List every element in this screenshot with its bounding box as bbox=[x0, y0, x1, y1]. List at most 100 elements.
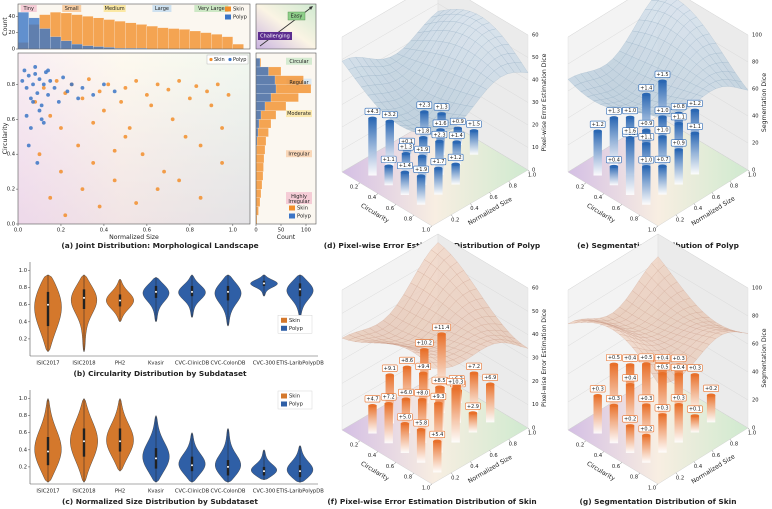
cylinder-body bbox=[400, 172, 410, 195]
value-label: +1.0 bbox=[656, 128, 668, 134]
y-tick bbox=[470, 203, 473, 206]
scatter-point bbox=[41, 120, 46, 125]
value-label: +0.4 bbox=[624, 356, 636, 362]
y-tick bbox=[451, 214, 453, 217]
panel-caption: (g) Segmentation Distribution of Skin bbox=[580, 497, 737, 506]
cylinder-bar bbox=[433, 439, 442, 473]
scatter-point bbox=[102, 108, 106, 113]
value-label: +6.9 bbox=[484, 375, 496, 381]
cylinder-top bbox=[609, 116, 619, 120]
violin-median bbox=[299, 288, 301, 291]
value-label: +7.2 bbox=[383, 395, 395, 401]
legend-swatch bbox=[281, 325, 287, 331]
cylinder-body bbox=[368, 405, 377, 434]
value-label: +1.8 bbox=[417, 129, 429, 135]
cylinder-top bbox=[642, 362, 651, 366]
z-tick-label: 0 bbox=[752, 426, 755, 432]
x-tick-label: 0.8 bbox=[186, 228, 194, 234]
violin-median bbox=[227, 465, 229, 468]
scatter-point bbox=[97, 89, 102, 94]
legend-swatch bbox=[225, 14, 231, 20]
violin-box bbox=[46, 291, 50, 327]
violin-median bbox=[119, 440, 121, 443]
cylinder-body bbox=[384, 403, 393, 444]
x-tick-label: 0.2 bbox=[57, 228, 65, 234]
value-label-box bbox=[430, 158, 447, 166]
cylinder-body bbox=[690, 374, 700, 413]
value-label: +10.2 bbox=[417, 341, 432, 347]
cylinder-body bbox=[625, 137, 635, 195]
cylinder-body bbox=[658, 414, 667, 453]
value-label-box bbox=[654, 70, 671, 78]
cylinder-top bbox=[433, 439, 442, 443]
y-tick-label: 0.4 bbox=[7, 152, 16, 158]
cylinder-bar bbox=[642, 142, 651, 185]
value-label-box bbox=[670, 354, 687, 362]
cylinder-body bbox=[690, 133, 700, 175]
value-label: +4.7 bbox=[366, 396, 378, 402]
value-label-box bbox=[670, 394, 687, 402]
scatter-point bbox=[24, 85, 29, 90]
histogram-bar bbox=[255, 197, 261, 207]
value-label: +1.4 bbox=[399, 163, 411, 169]
y-tick bbox=[747, 427, 750, 431]
cylinder-top bbox=[690, 108, 700, 112]
cylinder-bar bbox=[452, 140, 461, 165]
value-label: +0.2 bbox=[624, 417, 636, 423]
legend-label: Skin bbox=[289, 318, 300, 324]
cylinder-bar bbox=[625, 424, 635, 453]
value-label: +0.2 bbox=[705, 386, 717, 392]
y-tick-label: 0.6 bbox=[712, 453, 720, 459]
scatter-point bbox=[48, 79, 53, 83]
cylinder-bar bbox=[593, 129, 602, 176]
value-label-box bbox=[687, 99, 703, 107]
scatter-point bbox=[26, 143, 31, 148]
value-label: +5.4 bbox=[431, 432, 443, 438]
z-tick-label: 60 bbox=[532, 33, 539, 39]
cylinder-top bbox=[690, 131, 700, 135]
cylinder-body bbox=[452, 142, 461, 165]
cylinder-top bbox=[420, 110, 429, 114]
legend-swatch bbox=[281, 317, 287, 323]
value-label: +5.0 bbox=[399, 415, 411, 421]
value-label-box bbox=[687, 122, 703, 130]
cylinder-top bbox=[385, 373, 394, 377]
cylinder-bar bbox=[625, 383, 635, 434]
legend-label: Polyp bbox=[297, 214, 312, 220]
scatter-point bbox=[20, 79, 25, 83]
z-tick-label: 0 bbox=[532, 426, 535, 432]
panel-caption: (a) Joint Distribution: Morphological La… bbox=[61, 241, 258, 250]
value-label-box bbox=[638, 394, 655, 402]
legend-swatch bbox=[289, 213, 295, 219]
z-tick-label: 40 bbox=[752, 114, 759, 120]
size-band-label: Large bbox=[155, 6, 169, 12]
x-tick bbox=[357, 182, 361, 185]
cylinder-bar bbox=[674, 403, 683, 443]
legend-label: Skin bbox=[289, 394, 300, 400]
cylinder-top bbox=[625, 383, 635, 387]
x-tick bbox=[601, 193, 605, 196]
legend-label: Skin bbox=[233, 7, 244, 13]
value-label: +1.0 bbox=[624, 108, 636, 114]
x-tick-label: Kvasir bbox=[148, 489, 165, 495]
violin-box bbox=[226, 285, 230, 301]
z-tick-label: 100 bbox=[752, 33, 762, 39]
cylinder-top bbox=[609, 403, 619, 407]
scatter-point bbox=[162, 169, 166, 174]
cylinder-top bbox=[593, 394, 602, 398]
cylinder-top bbox=[658, 413, 667, 417]
cylinder-top bbox=[609, 164, 619, 169]
scatter-point bbox=[24, 113, 29, 118]
x-axis-label: Normalized Size bbox=[109, 234, 159, 241]
grid-line bbox=[567, 0, 749, 38]
cylinder-top bbox=[706, 393, 716, 397]
value-label-box bbox=[606, 107, 622, 115]
value-label-box bbox=[433, 103, 450, 111]
cylinder-top bbox=[416, 174, 426, 178]
value-label: +1.4 bbox=[451, 133, 463, 139]
histogram-bar bbox=[71, 14, 83, 50]
histogram-bar bbox=[200, 32, 212, 50]
scatter-point bbox=[80, 187, 85, 192]
inset-label-box bbox=[258, 32, 292, 40]
cylinder-top bbox=[434, 401, 443, 405]
